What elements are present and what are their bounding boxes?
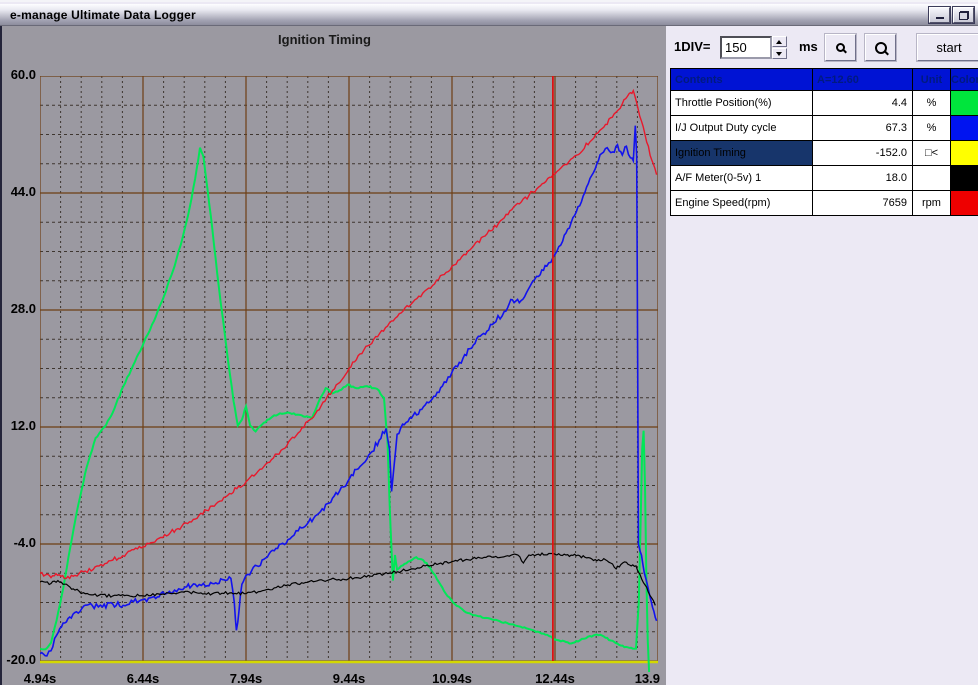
y-tick-label: -4.0 [13, 535, 36, 550]
x-tick-label: 13.9 [634, 671, 660, 685]
trace-3 [40, 552, 656, 606]
zoom-in-button[interactable] [864, 33, 897, 62]
signal-color-cell [951, 141, 978, 165]
signal-name-cell[interactable]: Throttle Position(%) [671, 91, 813, 115]
spinner-down-button[interactable] [772, 48, 787, 59]
signal-unit-cell: rpm [913, 191, 951, 215]
signal-color-cell [951, 191, 978, 215]
zoom-out-button[interactable] [824, 33, 857, 62]
window-titlebar[interactable]: e-manage Ultimate Data Logger [0, 4, 978, 26]
toolbar: 1DIV= ms start [666, 31, 978, 63]
signal-value-cell: 7659 [813, 191, 913, 215]
magnifier-large-icon [874, 41, 887, 54]
minimize-button[interactable] [928, 6, 951, 24]
arrow-up-icon [776, 40, 782, 44]
chart-title: Ignition Timing [278, 32, 371, 47]
signal-name-cell[interactable]: I/J Output Duty cycle [671, 116, 813, 140]
magnifier-small-icon [836, 43, 845, 52]
chart-region: Ignition Timing 60.0 44.0 28.0 12.0 -4.0 -20.… [0, 26, 666, 685]
signal-value-cell: 67.3 [813, 116, 913, 140]
div-spinner [772, 36, 787, 59]
table-row[interactable]: Ignition Timing -152.0 □< [671, 141, 978, 166]
chart-plot[interactable] [40, 76, 658, 677]
window-title: e-manage Ultimate Data Logger [10, 7, 196, 22]
signals-table: Contents A=12.60 Unit Color Throttle Positio… [670, 68, 978, 216]
spinner-up-button[interactable] [772, 36, 787, 47]
signal-value-cell: 18.0 [813, 166, 913, 190]
signal-name-cell[interactable]: A/F Meter(0-5v) 1 [671, 166, 813, 190]
table-row[interactable]: I/J Output Duty cycle 67.3% [671, 116, 978, 141]
signal-unit-cell [913, 166, 951, 190]
ms-unit-label: ms [799, 39, 818, 54]
signal-unit-cell: □< [913, 141, 951, 165]
y-tick-label: 44.0 [10, 184, 36, 199]
start-button[interactable]: start [916, 33, 978, 62]
side-panel: 1DIV= ms start ContentsA=12.60UnitColorT… [666, 26, 978, 685]
table-row[interactable]: Engine Speed(rpm) 7659 rpm [671, 191, 978, 215]
table-row[interactable]: Throttle Position(%) 4.4% [671, 91, 978, 116]
signal-color-cell [951, 91, 978, 115]
y-tick-label: 60.0 [10, 67, 36, 82]
signal-color-cell [951, 166, 978, 190]
x-tick-label: 6.44s [126, 671, 160, 685]
arrow-down-icon [776, 52, 782, 56]
restore-button[interactable] [952, 6, 975, 24]
div-label: 1DIV= [674, 39, 711, 54]
x-tick-label: 4.94s [23, 671, 57, 685]
column-header: Contents [671, 69, 813, 90]
table-header-row: Contents A=12.60 Unit Color [671, 69, 978, 91]
table-row[interactable]: A/F Meter(0-5v) 1 18.0 [671, 166, 978, 191]
color-swatch [951, 166, 978, 190]
y-tick-label: 12.0 [10, 418, 36, 433]
signal-name-cell[interactable]: Ignition Timing [671, 141, 813, 165]
signal-unit-cell: % [913, 116, 951, 140]
color-swatch [951, 191, 978, 215]
restore-icon [958, 11, 969, 20]
trace-2 [40, 125, 658, 657]
signal-name-cell[interactable]: Engine Speed(rpm) [671, 191, 813, 215]
x-tick-label: 10.94s [432, 671, 472, 685]
trace-0 [40, 147, 651, 673]
color-swatch [951, 141, 978, 165]
trace-1 [40, 88, 658, 580]
minimize-icon [935, 17, 944, 19]
signal-color-cell [951, 116, 978, 140]
y-tick-label: -20.0 [6, 652, 36, 667]
x-tick-label: 12.44s [535, 671, 575, 685]
column-header: A=12.60 [813, 69, 913, 90]
y-tick-label: 28.0 [10, 301, 36, 316]
column-header: Color [951, 69, 978, 90]
div-input[interactable] [720, 36, 772, 59]
color-swatch [951, 116, 978, 140]
x-tick-label: 7.94s [229, 671, 263, 685]
x-tick-label: 9.44s [332, 671, 366, 685]
signal-unit-cell: % [913, 91, 951, 115]
signal-value-cell: -152.0 [813, 141, 913, 165]
column-header: Unit [913, 69, 951, 90]
color-swatch [951, 91, 978, 115]
signal-value-cell: 4.4 [813, 91, 913, 115]
